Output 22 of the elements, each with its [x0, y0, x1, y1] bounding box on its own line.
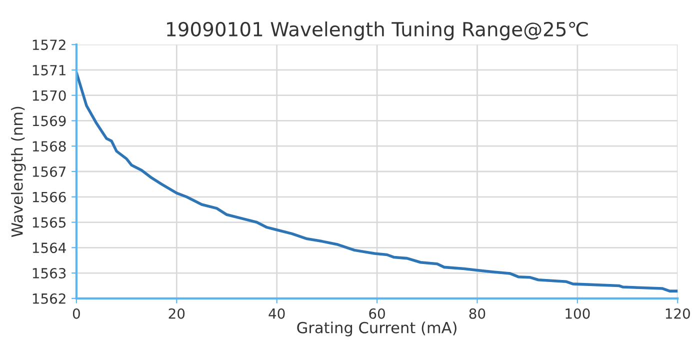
x-axis-title: Grating Current (mA) [297, 322, 456, 336]
y-tick-label: 1570 [32, 90, 66, 101]
y-tick-label: 1569 [32, 116, 66, 126]
x-tick-label: 20 [168, 308, 185, 319]
x-tick-label: 100 [566, 308, 590, 319]
x-tick-label: 120 [666, 308, 690, 319]
x-tick-label: 60 [369, 308, 385, 319]
x-tick-label: 40 [268, 308, 285, 319]
x-tick-label: 80 [469, 308, 486, 319]
y-tick-label: 1563 [32, 268, 66, 278]
y-tick-label: 1562 [32, 293, 66, 304]
y-tick-label: 1566 [32, 192, 66, 202]
line-series [76, 71, 678, 292]
chart-title: 19090101 Wavelength Tuning Range@25℃ [167, 21, 588, 40]
x-tick-label: 0 [72, 308, 80, 319]
y-tick-label: 1567 [32, 166, 66, 177]
y-axis-title: Wavelength (nm) [11, 106, 26, 237]
y-tick-label: 1571 [32, 65, 66, 76]
y-tick-label: 1564 [32, 242, 66, 254]
y-tick-label: 1568 [32, 141, 66, 152]
y-tick-label: 1572 [32, 40, 66, 50]
y-tick-label: 1565 [32, 217, 66, 228]
